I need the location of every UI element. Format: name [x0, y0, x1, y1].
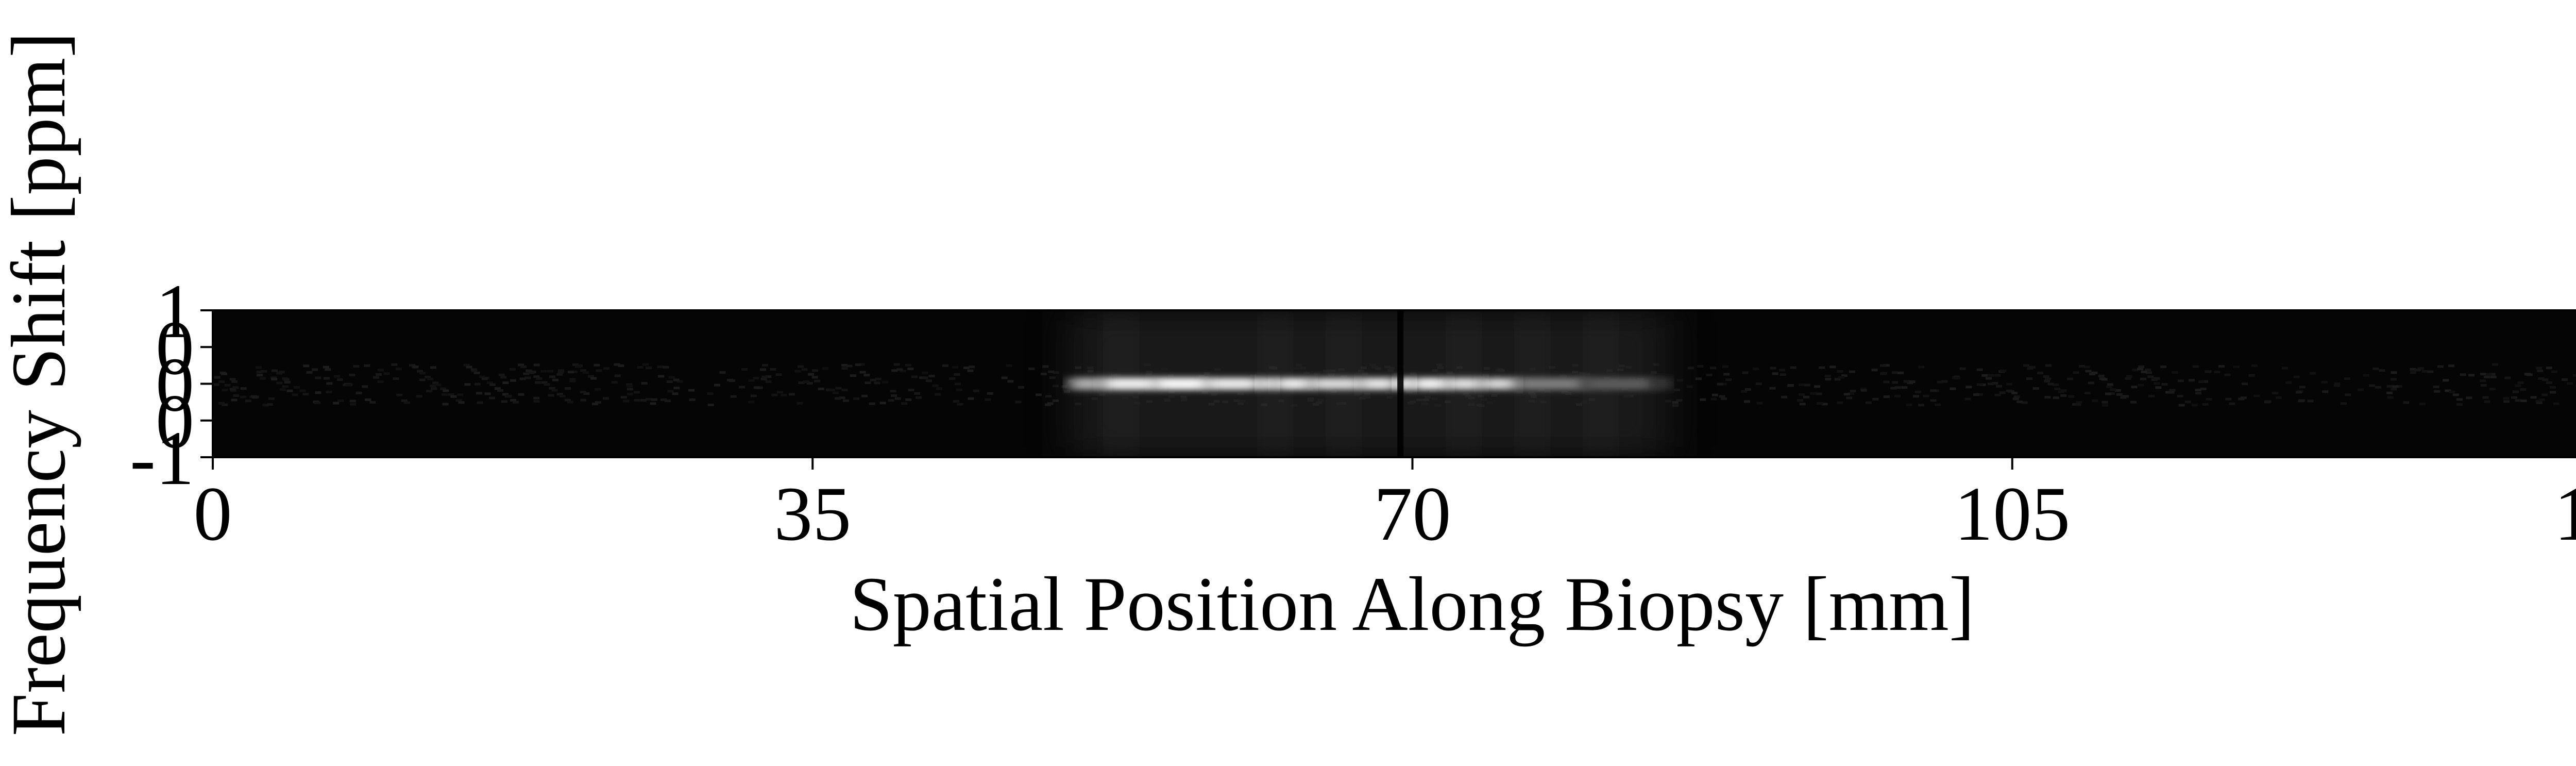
x-axis-label: Spatial Position Along Biopsy [mm] — [850, 561, 1975, 647]
band-core — [1258, 381, 1277, 387]
x-tick-label: 140 — [2554, 471, 2576, 557]
x-tick-label: 35 — [774, 471, 851, 557]
band-core — [1481, 381, 1517, 387]
x-tick-label: 0 — [194, 471, 232, 557]
x-tick-label: 70 — [1374, 471, 1451, 557]
x-tick-label: 105 — [1954, 471, 2070, 557]
band-core — [1395, 381, 1414, 387]
x-axis-ticks: 0 35 70 105 140 — [194, 457, 2576, 557]
band-core — [1275, 381, 1311, 387]
band-core — [1155, 381, 1208, 387]
y-tick-label: 0 — [156, 342, 194, 428]
band-segment — [1652, 377, 1671, 390]
band-segment — [1584, 377, 1654, 390]
y-tick-label: 1 — [156, 269, 194, 354]
band-core — [1361, 381, 1397, 387]
dark-vertical-line — [1397, 310, 1404, 457]
band-core — [1412, 381, 1448, 387]
band-core — [1207, 381, 1260, 387]
band-core — [1104, 381, 1157, 387]
y-tick-label: 0 — [156, 379, 194, 464]
band-segment — [1070, 377, 1105, 390]
y-tick-label: 0 — [156, 305, 194, 391]
band-segment — [1515, 377, 1585, 390]
heatmap-layer — [213, 310, 2576, 457]
band-core — [1309, 381, 1362, 387]
band-core — [1447, 381, 1482, 387]
y-axis-label: Frequency Shift [ppm] — [0, 32, 81, 736]
y-tick-label: -1 — [130, 415, 194, 501]
